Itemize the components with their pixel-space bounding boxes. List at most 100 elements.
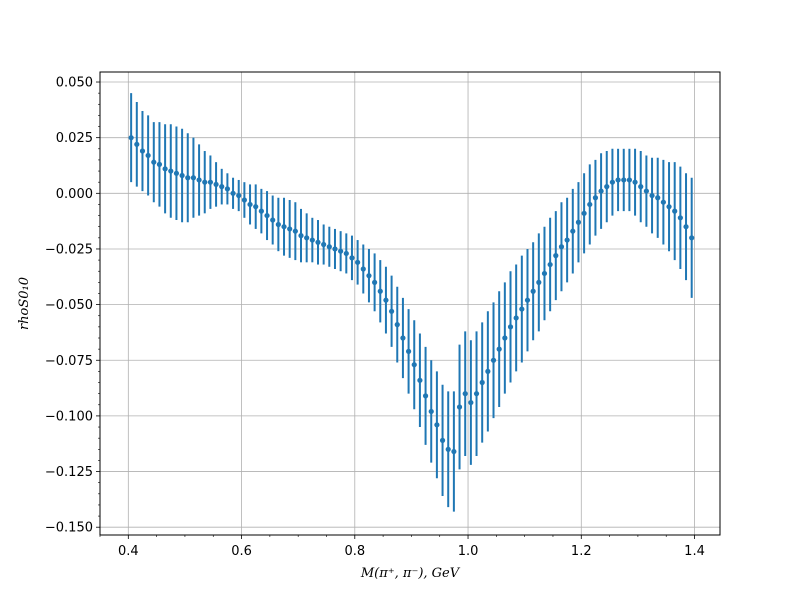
data-point xyxy=(366,273,372,279)
data-point xyxy=(553,253,559,259)
data-point xyxy=(598,188,604,194)
data-point xyxy=(190,175,197,181)
data-point xyxy=(672,208,678,214)
data-point xyxy=(196,177,202,183)
data-point xyxy=(241,197,247,203)
x-tick-label: 0.4 xyxy=(118,544,139,559)
y-tick-label: 0.025 xyxy=(56,131,93,146)
data-point xyxy=(524,297,531,303)
data-point xyxy=(411,362,417,368)
data-point xyxy=(355,259,361,265)
data-point xyxy=(202,179,208,185)
y-tick-label: −0.025 xyxy=(45,242,93,257)
data-point xyxy=(592,195,599,201)
x-tick-label: 1.4 xyxy=(684,544,705,559)
data-point xyxy=(298,233,304,239)
data-point xyxy=(581,210,587,216)
data-point xyxy=(587,201,593,208)
y-tick-label: −0.050 xyxy=(45,298,93,313)
data-point xyxy=(638,184,644,190)
data-point xyxy=(689,235,695,241)
y-axis-label: rhoS0₁0 xyxy=(17,277,32,330)
data-point xyxy=(643,188,649,194)
x-tick-label: 0.8 xyxy=(344,544,365,559)
data-point xyxy=(564,237,570,243)
data-point xyxy=(128,135,134,141)
y-tick-label: −0.125 xyxy=(45,465,93,480)
data-point xyxy=(677,215,683,221)
data-point xyxy=(570,228,576,234)
data-point xyxy=(496,346,502,352)
data-point xyxy=(207,179,214,185)
data-point xyxy=(292,228,298,234)
data-point xyxy=(473,391,480,397)
data-point xyxy=(660,199,666,205)
data-point xyxy=(626,177,633,183)
y-tick-label: −0.075 xyxy=(45,354,93,369)
data-series xyxy=(128,93,695,512)
data-point xyxy=(224,186,230,192)
data-point xyxy=(462,391,468,397)
data-point xyxy=(490,357,497,363)
data-point xyxy=(145,152,151,159)
data-point xyxy=(281,224,287,230)
data-point xyxy=(428,408,434,415)
data-point xyxy=(388,308,395,314)
data-point xyxy=(372,279,378,285)
data-point xyxy=(253,204,259,210)
data-point xyxy=(683,224,689,230)
data-point xyxy=(394,322,400,328)
data-point xyxy=(156,161,163,167)
data-point xyxy=(134,141,140,147)
y-tick-label: 0.000 xyxy=(56,187,93,202)
data-point xyxy=(502,335,508,341)
data-point xyxy=(383,297,389,303)
data-point xyxy=(558,244,565,250)
data-point xyxy=(230,190,236,196)
data-point xyxy=(360,266,366,272)
x-tick-label: 0.6 xyxy=(231,544,252,559)
data-point xyxy=(513,315,519,321)
data-point xyxy=(434,422,440,428)
data-point xyxy=(338,248,344,254)
x-axis-label: M(π⁺, π⁻), GeV xyxy=(360,566,461,581)
data-point xyxy=(422,393,429,399)
data-point xyxy=(507,324,514,330)
y-tick-label: 0.050 xyxy=(56,76,93,91)
data-point xyxy=(405,348,412,354)
data-point xyxy=(417,377,423,383)
data-point xyxy=(236,192,242,199)
data-point xyxy=(287,226,293,232)
data-point xyxy=(615,177,621,183)
data-point xyxy=(377,288,383,294)
data-point xyxy=(649,192,655,199)
data-point xyxy=(451,448,457,455)
axis-ticks: 0.4 0.6 0.8 1.0 1.2 1.4 0.050 0.025 0.000 −0.025 −… xyxy=(45,76,705,559)
data-point xyxy=(139,148,146,154)
data-point xyxy=(151,159,157,165)
data-point xyxy=(400,335,406,341)
data-point xyxy=(173,170,180,176)
data-point xyxy=(258,208,264,214)
data-point xyxy=(321,241,327,248)
data-point xyxy=(185,175,191,181)
data-point xyxy=(168,168,174,174)
data-point xyxy=(213,181,219,188)
data-point xyxy=(609,179,616,185)
data-point xyxy=(179,172,185,179)
data-point xyxy=(332,246,338,252)
data-point xyxy=(479,379,485,386)
plot-area-frame xyxy=(99,71,721,536)
data-point xyxy=(309,237,315,243)
y-tick-label: −0.150 xyxy=(45,521,93,536)
data-point xyxy=(655,195,661,201)
data-point xyxy=(343,250,349,257)
data-point xyxy=(468,399,474,406)
data-point xyxy=(264,212,270,219)
data-point xyxy=(519,306,525,312)
data-point xyxy=(485,368,491,374)
data-point xyxy=(536,279,542,285)
x-tick-label: 1.2 xyxy=(571,544,592,559)
